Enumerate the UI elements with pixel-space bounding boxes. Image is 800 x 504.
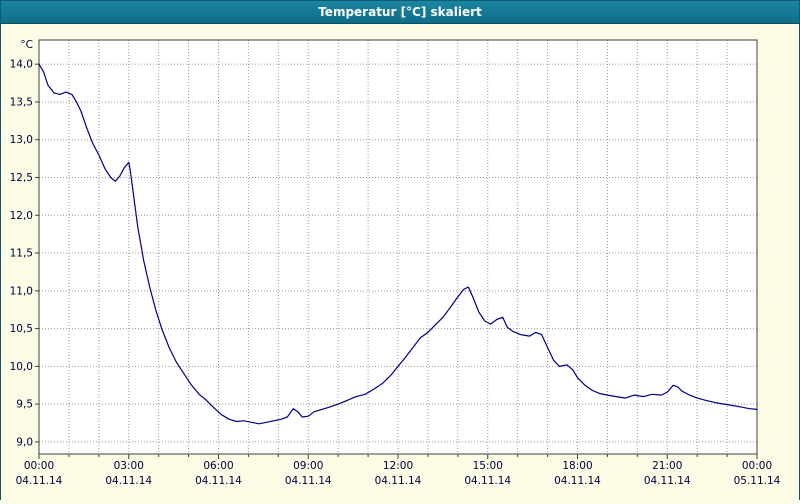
y-axis-label: 9,5	[16, 399, 33, 411]
x-axis-time-label: 18:00	[562, 460, 592, 472]
y-axis-label: 13,5	[10, 96, 33, 108]
window-title: Temperatur [°C] skaliert	[318, 5, 482, 19]
y-axis-label: 9,0	[16, 436, 33, 448]
y-axis-label: 11,5	[10, 248, 33, 260]
x-axis-date-label: 04.11.14	[464, 475, 511, 487]
x-axis-date-label: 04.11.14	[554, 475, 601, 487]
x-axis-time-label: 12:00	[383, 460, 413, 472]
plot-border	[38, 39, 758, 455]
x-axis-date-label: 04.11.14	[195, 475, 242, 487]
chart-area: 14,0 13,5 13,0 12,5 12,0 11,5 11,0 10,5 10,0 9,5 9…	[1, 24, 799, 500]
y-axis-label: 12,5	[10, 172, 33, 184]
x-axis-date-label: 04.11.14	[375, 475, 422, 487]
y-axis-label: 10,5	[10, 323, 33, 335]
y-axis-label: 10,0	[10, 361, 33, 373]
y-axis-unit-label: °C	[20, 39, 33, 51]
x-axis-time-label: 00:00	[742, 460, 772, 472]
y-axis-label: 13,0	[10, 134, 33, 146]
x-axis-date-label: 04.11.14	[16, 475, 63, 487]
x-axis-date-label: 04.11.14	[285, 475, 332, 487]
x-axis-time-label: 00:00	[24, 460, 54, 472]
x-axis-time-label: 21:00	[652, 460, 682, 472]
temperature-line-chart: 14,0 13,5 13,0 12,5 12,0 11,5 11,0 10,5 10,0 9,5 9…	[10, 39, 781, 487]
series-line-temperatur	[38, 63, 758, 425]
x-axis-date-label: 05.11.14	[734, 475, 781, 487]
window-titlebar: Temperatur [°C] skaliert	[1, 1, 799, 24]
x-axis-date-label: 04.11.14	[644, 475, 691, 487]
y-axis-label: 12,0	[10, 210, 33, 222]
x-axis-time-label: 09:00	[293, 460, 323, 472]
x-axis-time-label: 06:00	[203, 460, 233, 472]
y-axis-label: 14,0	[10, 59, 33, 71]
x-axis-date-label: 04.11.14	[105, 475, 152, 487]
y-axis-label: 11,0	[10, 285, 33, 297]
x-axis-time-label: 03:00	[114, 460, 144, 472]
x-axis-time-label: 15:00	[473, 460, 503, 472]
